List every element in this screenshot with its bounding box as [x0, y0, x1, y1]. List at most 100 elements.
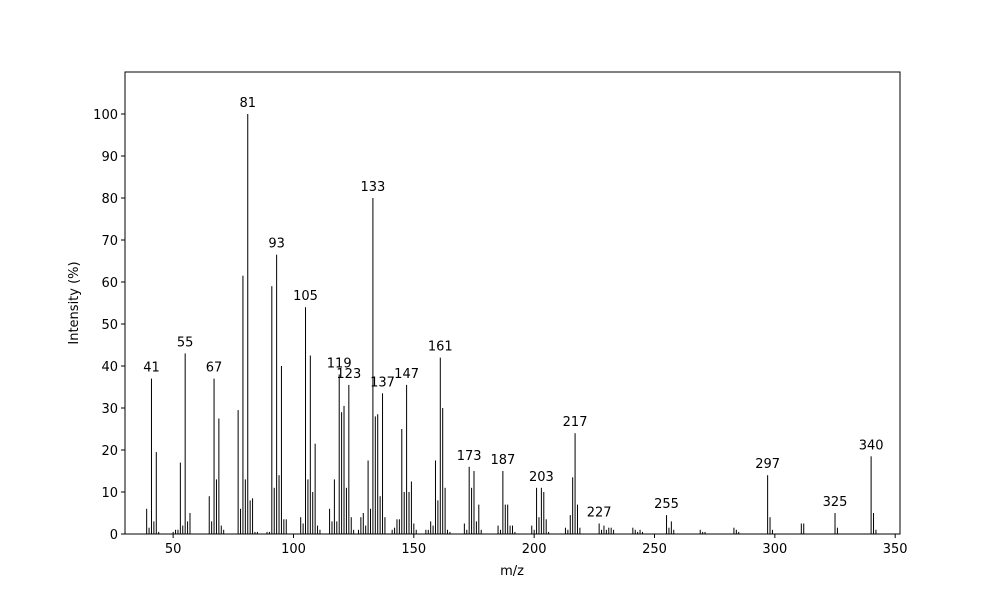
bar [497, 525, 499, 534]
bar [240, 508, 242, 534]
bar [639, 529, 641, 534]
bar [179, 462, 181, 534]
bar [545, 519, 547, 534]
bar [502, 471, 504, 534]
bar [509, 525, 511, 534]
bar [314, 443, 316, 534]
bar [357, 529, 359, 534]
bar [475, 521, 477, 534]
bar [538, 517, 540, 534]
bar [434, 460, 436, 534]
peak-label: 119 [327, 356, 352, 371]
bar [213, 378, 215, 534]
peak-label: 147 [394, 367, 419, 382]
y-tick-label: 0 [110, 528, 118, 543]
bar [413, 523, 415, 534]
bar [396, 519, 398, 534]
x-tick-label: 200 [522, 542, 547, 557]
peak-label: 137 [370, 375, 395, 390]
y-tick-label: 10 [101, 486, 118, 501]
bar [403, 492, 405, 534]
bar [155, 452, 157, 534]
bar [280, 366, 282, 534]
bar [579, 527, 581, 534]
bar [704, 531, 706, 534]
bar [439, 357, 441, 534]
bar [343, 405, 345, 534]
bar [427, 529, 429, 534]
bar [319, 529, 321, 534]
bar [468, 466, 470, 534]
bar [158, 531, 160, 534]
bar [572, 477, 574, 534]
bar [218, 418, 220, 534]
peak-label: 340 [859, 438, 884, 453]
bar [379, 496, 381, 534]
bar [769, 517, 771, 534]
bar [432, 525, 434, 534]
y-tick-label: 60 [101, 276, 118, 291]
bar [211, 521, 213, 534]
peak-label: 325 [823, 495, 848, 510]
bar [398, 519, 400, 534]
bar [738, 531, 740, 534]
bar [447, 529, 449, 534]
peak-label: 93 [268, 237, 285, 252]
peak-label: 55 [177, 335, 194, 350]
bar [449, 531, 451, 534]
bar [317, 525, 319, 534]
bar [365, 525, 367, 534]
bar [336, 521, 338, 534]
bar [302, 523, 304, 534]
bar [242, 275, 244, 534]
bar [507, 504, 509, 534]
bar [374, 416, 376, 534]
bar [632, 527, 634, 534]
bar [312, 492, 314, 534]
bar [699, 529, 701, 534]
bar [425, 529, 427, 534]
bar [598, 523, 600, 534]
bar [536, 487, 538, 534]
bar [345, 487, 347, 534]
bar [252, 498, 254, 534]
bar [576, 504, 578, 534]
x-axis-label: m/z [500, 564, 524, 579]
bar [735, 529, 737, 534]
bar [803, 523, 805, 534]
bar [733, 527, 735, 534]
bar [150, 378, 152, 534]
bar [391, 529, 393, 534]
bar [531, 525, 533, 534]
bar [533, 529, 535, 534]
bar [670, 521, 672, 534]
bar [377, 414, 379, 534]
peak-label: 81 [239, 96, 256, 111]
peak-label: 173 [457, 449, 482, 464]
peak-label: 227 [587, 506, 612, 521]
bar [415, 529, 417, 534]
bar [283, 519, 285, 534]
bar [466, 529, 468, 534]
peak-label: 161 [428, 340, 453, 355]
bar [499, 529, 501, 534]
bar [268, 531, 270, 534]
bar [256, 531, 258, 534]
bar [430, 521, 432, 534]
bar [348, 384, 350, 534]
bar [353, 529, 355, 534]
peak-label: 255 [654, 497, 679, 512]
bar [148, 527, 150, 534]
x-tick-label: 300 [762, 542, 787, 557]
bar [666, 515, 668, 534]
peak-label: 297 [755, 457, 780, 472]
bar [309, 355, 311, 534]
bar [146, 508, 148, 534]
bar [172, 531, 174, 534]
bar [244, 479, 246, 534]
bar [384, 517, 386, 534]
bar [504, 504, 506, 534]
bar [634, 529, 636, 534]
bar [800, 523, 802, 534]
